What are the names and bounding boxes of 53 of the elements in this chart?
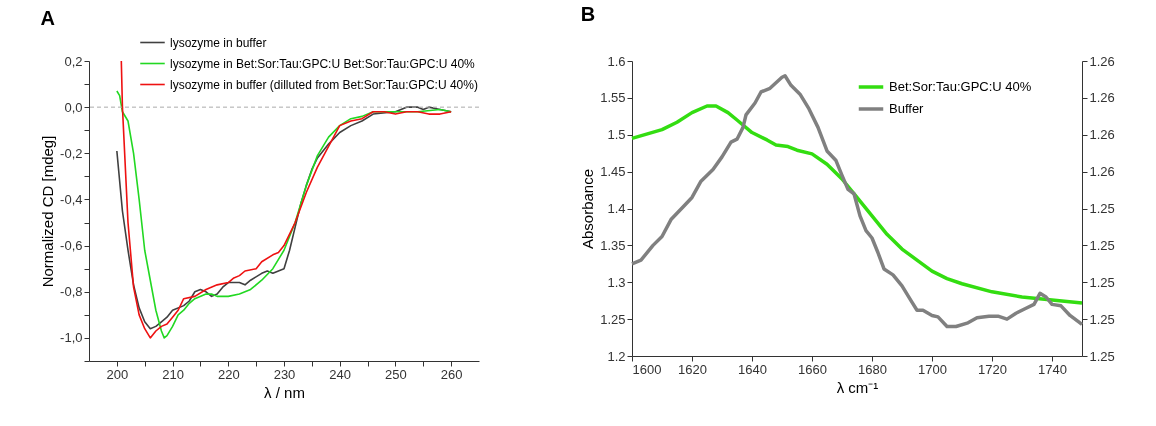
y2-tick-label: 1.25 (1089, 274, 1115, 290)
line-series (630, 74, 1084, 329)
y2-tick-label: 1.26 (1089, 127, 1115, 143)
y2-tick-label: 1.26 (1089, 53, 1115, 69)
legend-label: Buffer (889, 101, 925, 116)
x-tick-label: 1620 (678, 361, 707, 377)
y2-tick-label: 1.26 (1089, 90, 1115, 106)
x-axis-title: λ / nm (264, 383, 305, 401)
y2-tick-label: 1.25 (1089, 311, 1115, 327)
y-tick-label: -0,2 (60, 145, 83, 161)
x-tick-label: 250 (385, 366, 407, 382)
x-tick-label: 210 (162, 366, 184, 382)
y-tick-label: -1,0 (60, 330, 83, 346)
legend-label: lysozyme in Bet:Sor:Tau:GPC:U Bet:Sor:Tau:GPC:U 40% (170, 56, 476, 71)
y-tick-label: -0,4 (60, 191, 83, 207)
y-tick-label: 1.5 (607, 127, 626, 143)
y-axis-title: Normalized CD [mdeg] (39, 135, 57, 288)
legend-label: Bet:Sor:Tau:GPC:U 40% (889, 79, 1032, 94)
y-tick-label: -0,8 (60, 284, 83, 300)
x-tick-label: 220 (217, 366, 240, 382)
y2-tick-label: 1.26 (1089, 164, 1115, 180)
x-tick-label: 1720 (978, 361, 1007, 377)
x-tick-label: 1640 (738, 361, 767, 377)
y-tick-label: 1.6 (607, 53, 626, 69)
y-tick-label: 1.35 (600, 237, 626, 253)
chart-title: B (580, 3, 596, 25)
y-tick-label: 0,2 (64, 53, 83, 69)
y-axis-title: Absorbance (579, 168, 597, 250)
line-series (630, 104, 1084, 305)
y-tick-label: 1.3 (607, 274, 626, 290)
y-tick-label: 1.4 (607, 201, 626, 216)
x-tick-label: 240 (329, 366, 352, 382)
y-tick-label: 0,0 (64, 99, 83, 115)
y-tick-label: -0,6 (60, 238, 83, 254)
x-tick-label: 1680 (858, 361, 887, 377)
legend-label: lysozyme in buffer (170, 35, 267, 50)
y2-tick-label: 1.25 (1089, 201, 1115, 216)
x-tick-label: 1700 (918, 361, 947, 377)
chart-title: A (40, 7, 56, 29)
x-axis-title: λ cm⁻¹ (836, 378, 879, 396)
y-tick-label: 1.2 (607, 348, 626, 364)
x-tick-label: 230 (273, 366, 296, 382)
x-tick-label: 1660 (798, 361, 827, 377)
y-tick-label: 1.45 (600, 164, 626, 180)
y-tick-label: 1.55 (600, 90, 626, 106)
x-tick-label: 1740 (1038, 361, 1067, 377)
x-tick-label: 1600 (632, 361, 662, 377)
x-tick-label: 260 (440, 366, 463, 382)
y2-tick-label: 1.25 (1089, 348, 1115, 364)
x-tick-label: 200 (106, 366, 129, 382)
y2-tick-label: 1.25 (1089, 237, 1115, 253)
y-tick-label: 1.25 (600, 311, 626, 327)
legend-label: lysozyme in buffer (dilluted from Bet:Sor:Tau:GPC:U 40%) (170, 77, 478, 92)
